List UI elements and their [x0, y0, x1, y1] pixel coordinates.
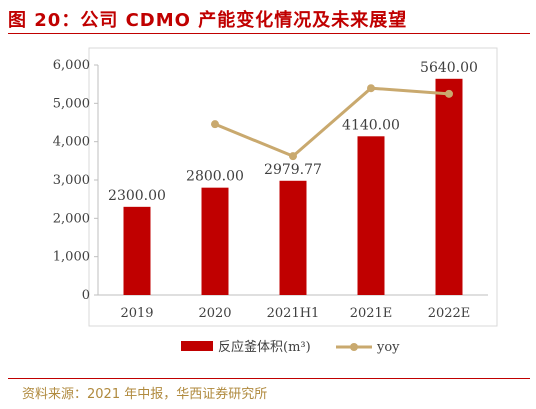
bar-value-label: 2800.00 [186, 169, 244, 185]
x-tick-label: 2021E [350, 306, 393, 321]
yoy-point [289, 152, 297, 161]
bar-value-label: 2300.00 [108, 188, 166, 204]
yoy-point [367, 84, 375, 93]
y-tick-label: 6,000 [53, 58, 90, 73]
data-labels: 2300.00 2800.00 2979.77 4140.00 5640.00 [108, 60, 478, 204]
bar-2021H1 [279, 180, 307, 295]
x-tick-label: 2020 [198, 306, 231, 321]
bar-value-label: 5640.00 [420, 60, 478, 76]
bar-value-label: 4140.00 [342, 117, 400, 133]
y-tick-label: 1,000 [53, 250, 90, 265]
bars [123, 78, 463, 295]
figure-title: 图 20：公司 CDMO 产能变化情况及未来展望 [8, 10, 408, 31]
yoy-polyline [214, 86, 450, 158]
plot-frame [88, 47, 498, 327]
y-tick-label: 3,000 [53, 173, 90, 188]
bar-2020 [201, 187, 229, 295]
legend-bar-swatch [181, 341, 213, 351]
title-rule [8, 33, 530, 34]
legend-bar-label: 反应釜体积(m³) [218, 339, 311, 355]
bar-2019 [123, 206, 151, 295]
yoy-point [211, 120, 219, 129]
y-tick-label: 0 [82, 288, 90, 303]
x-tick-label: 2019 [120, 306, 153, 321]
y-tick-label: 5,000 [53, 96, 90, 111]
yoy-point [445, 89, 453, 98]
axes: 0 1,000 2,000 3,000 4,000 5,000 6,000 2019 2020 2… [53, 58, 488, 321]
x-tick-label: 2022E [428, 306, 471, 321]
x-tick-label: 2021H1 [267, 306, 320, 321]
legend: 反应釜体积(m³) yoy [181, 339, 400, 355]
legend-line-marker [350, 343, 358, 351]
bar-2022E [435, 78, 463, 295]
source-rule [8, 378, 530, 379]
yoy-line [211, 84, 453, 161]
bar-value-label: 2979.77 [264, 162, 322, 178]
chart: 0 1,000 2,000 3,000 4,000 5,000 6,000 2019 2020 2… [53, 47, 498, 355]
legend-line-label: yoy [376, 340, 400, 355]
y-tick-label: 4,000 [53, 135, 90, 150]
bar-2021E [357, 136, 385, 295]
source-note: 资料来源：2021 年中报，华西证券研究所 [22, 387, 268, 402]
y-tick-label: 2,000 [53, 211, 90, 226]
